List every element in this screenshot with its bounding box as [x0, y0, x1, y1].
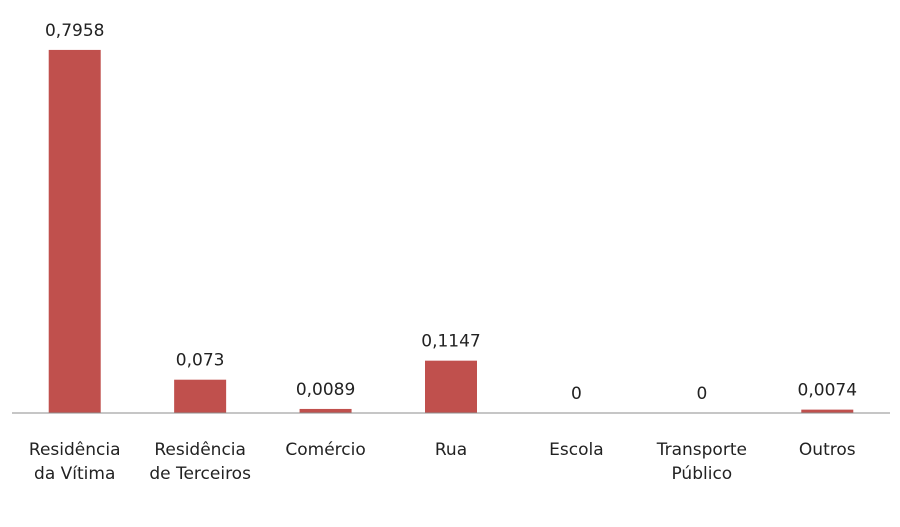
- bar: [425, 360, 477, 413]
- bar: [174, 379, 227, 413]
- data-label: 0: [571, 384, 582, 404]
- data-label: 0,1147: [421, 332, 480, 352]
- data-label: 0,0074: [798, 381, 857, 401]
- x-tick-label: Escola: [549, 440, 604, 460]
- x-tick-label: Residência da Vítima: [28, 440, 121, 484]
- data-label: 0,0089: [296, 380, 355, 400]
- data-label: 0,073: [176, 351, 225, 371]
- data-label: 0: [696, 384, 707, 404]
- x-tick-label: Comércio: [285, 440, 366, 460]
- x-tick-label: Rua: [434, 440, 468, 460]
- bar: [801, 409, 854, 413]
- x-tick-label: Outros: [798, 440, 856, 460]
- x-tick-label: Transporte Público: [656, 440, 747, 484]
- data-label: 0,7958: [45, 21, 104, 41]
- bar: [48, 49, 101, 413]
- x-tick-label: Residência de Terceiros: [149, 440, 251, 484]
- bar: [299, 408, 352, 413]
